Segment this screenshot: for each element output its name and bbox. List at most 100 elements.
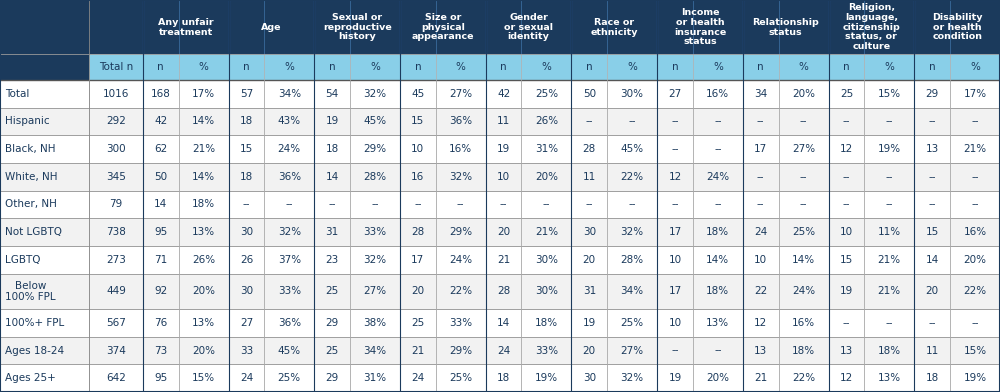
Bar xyxy=(179,54,229,80)
Bar xyxy=(264,218,314,246)
Text: 29%: 29% xyxy=(363,144,387,154)
Text: 273: 273 xyxy=(106,255,126,265)
Bar xyxy=(829,163,864,191)
Text: 95: 95 xyxy=(154,373,167,383)
Text: 27%: 27% xyxy=(621,345,644,356)
Bar xyxy=(521,163,571,191)
Text: --: -- xyxy=(800,116,807,127)
Text: 73: 73 xyxy=(154,345,167,356)
Text: --: -- xyxy=(714,345,722,356)
Bar xyxy=(400,108,436,135)
Text: 567: 567 xyxy=(106,318,126,328)
Text: 34%: 34% xyxy=(363,345,387,356)
Text: Relationship
status: Relationship status xyxy=(752,18,819,36)
Bar xyxy=(571,108,607,135)
Bar xyxy=(436,191,486,218)
Bar xyxy=(486,309,521,337)
Text: 31%: 31% xyxy=(363,373,387,383)
Text: 15%: 15% xyxy=(878,89,901,99)
Bar xyxy=(950,246,1000,274)
Bar xyxy=(143,0,229,54)
Bar xyxy=(864,337,914,364)
Text: 19%: 19% xyxy=(963,373,987,383)
Text: 21%: 21% xyxy=(878,255,901,265)
Text: 34%: 34% xyxy=(278,89,301,99)
Bar xyxy=(693,191,743,218)
Bar xyxy=(743,364,779,392)
Text: Race or
ethnicity: Race or ethnicity xyxy=(591,18,638,36)
Bar xyxy=(950,274,1000,309)
Text: 21%: 21% xyxy=(535,227,558,237)
Text: 14%: 14% xyxy=(792,255,815,265)
Bar xyxy=(914,135,950,163)
Bar xyxy=(657,191,693,218)
Bar xyxy=(571,309,607,337)
Text: Not LGBTQ: Not LGBTQ xyxy=(5,227,62,237)
Text: 22%: 22% xyxy=(449,286,472,296)
Bar xyxy=(864,274,914,309)
Text: --: -- xyxy=(886,200,893,209)
Bar xyxy=(950,218,1000,246)
Bar xyxy=(743,337,779,364)
Text: n: n xyxy=(843,62,850,72)
Text: 32%: 32% xyxy=(621,227,644,237)
Text: Total: Total xyxy=(5,89,29,99)
Text: 20: 20 xyxy=(926,286,939,296)
Text: 17%: 17% xyxy=(963,89,987,99)
Bar xyxy=(607,274,657,309)
Bar xyxy=(657,218,693,246)
Bar xyxy=(657,309,693,337)
Text: --: -- xyxy=(843,172,850,182)
Text: 31%: 31% xyxy=(535,144,558,154)
Bar xyxy=(143,108,179,135)
Text: 42: 42 xyxy=(497,89,510,99)
Text: 62: 62 xyxy=(154,144,167,154)
Text: --: -- xyxy=(714,116,722,127)
Text: 19: 19 xyxy=(668,373,682,383)
Text: 14%: 14% xyxy=(192,172,215,182)
Text: 32%: 32% xyxy=(278,227,301,237)
Text: --: -- xyxy=(971,172,979,182)
Text: 25: 25 xyxy=(326,345,339,356)
Text: 10: 10 xyxy=(668,318,682,328)
Text: %: % xyxy=(799,62,809,72)
Text: 17: 17 xyxy=(754,144,767,154)
Text: 43%: 43% xyxy=(278,116,301,127)
Text: --: -- xyxy=(800,200,807,209)
Text: 25%: 25% xyxy=(278,373,301,383)
Text: 17: 17 xyxy=(411,255,424,265)
Bar xyxy=(400,0,486,54)
Bar xyxy=(657,163,693,191)
Bar xyxy=(400,163,436,191)
Text: 11: 11 xyxy=(926,345,939,356)
Bar xyxy=(229,274,264,309)
Text: Black, NH: Black, NH xyxy=(5,144,56,154)
Bar xyxy=(264,54,314,80)
Text: 27: 27 xyxy=(668,89,682,99)
Text: 29%: 29% xyxy=(449,227,472,237)
Bar xyxy=(571,246,607,274)
Bar xyxy=(864,218,914,246)
Text: 21%: 21% xyxy=(192,144,215,154)
Bar xyxy=(436,163,486,191)
Bar xyxy=(779,191,829,218)
Bar xyxy=(486,274,521,309)
Bar xyxy=(914,274,950,309)
Bar xyxy=(350,309,400,337)
Bar xyxy=(350,274,400,309)
Text: 10: 10 xyxy=(668,255,682,265)
Bar xyxy=(657,108,693,135)
Text: 18: 18 xyxy=(240,172,253,182)
Bar xyxy=(179,337,229,364)
Bar xyxy=(779,337,829,364)
Bar xyxy=(179,135,229,163)
Text: 168: 168 xyxy=(151,89,171,99)
Bar xyxy=(657,0,743,54)
Text: --: -- xyxy=(586,200,593,209)
Bar xyxy=(779,309,829,337)
Text: --: -- xyxy=(757,200,764,209)
Bar xyxy=(229,135,264,163)
Text: n: n xyxy=(500,62,507,72)
Bar xyxy=(314,309,350,337)
Bar xyxy=(829,274,864,309)
